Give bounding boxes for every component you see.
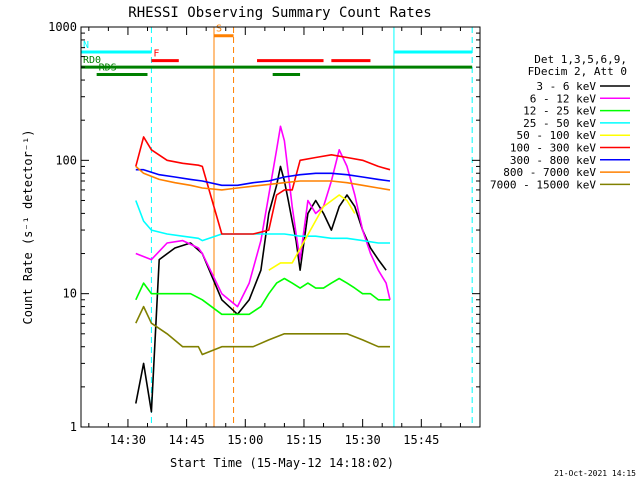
x-tick-label-3: 15:15: [286, 433, 322, 447]
state-bar-label-n: N: [83, 40, 89, 51]
legend-header-1: FDecim 2, Att 0: [528, 65, 627, 78]
legend-label-0: 3 - 6 keV: [536, 80, 596, 93]
legend-label-6: 300 - 800 keV: [510, 154, 596, 167]
y-tick-label-2: 100: [55, 153, 77, 167]
legend: Det 1,3,5,6,9,FDecim 2, Att 0 3 - 6 keV6 …: [490, 53, 630, 191]
legend-label-2: 12 - 25 keV: [523, 105, 596, 118]
data-series: [135, 125, 391, 413]
state-bar-label-rds: RDS: [99, 63, 117, 74]
x-axis-label: Start Time (15-May-12 14:18:02): [170, 456, 394, 470]
legend-label-8: 7000 - 15000 keV: [490, 178, 596, 191]
axes: 1 10 100 1000 14:30 14:45 15:00 15:15 15:30 15:45: [48, 20, 480, 447]
state-bar-label-rd0: RD0: [83, 55, 101, 66]
series-line-8: [135, 305, 390, 356]
state-bar-label-s: S: [216, 24, 222, 35]
series-line-7: [135, 165, 391, 191]
chart-title: RHESSI Observing Summary Count Rates: [128, 5, 431, 21]
legend-header-0: Det 1,3,5,6,9,: [534, 53, 627, 66]
x-tick-label-1: 14:45: [169, 433, 205, 447]
x-tick-label-0: 14:30: [110, 433, 146, 447]
series-line-6: [135, 168, 391, 187]
state-bar-label-f: F: [153, 49, 159, 60]
legend-label-4: 50 - 100 keV: [517, 129, 597, 142]
y-tick-label-1: 10: [63, 287, 77, 301]
plot-frame: [80, 26, 481, 428]
y-tick-label-0: 1: [70, 420, 77, 434]
timestamp: 21-Oct-2021 14:15: [554, 469, 636, 478]
legend-label-7: 800 - 7000 keV: [503, 166, 596, 179]
x-tick-label-5: 15:45: [403, 433, 439, 447]
series-line-2: [135, 277, 390, 316]
series-line-4: [268, 194, 356, 271]
x-tick-label-4: 15:30: [345, 433, 381, 447]
y-axis-label: Count Rate (s⁻¹ detector⁻¹): [21, 129, 35, 324]
x-tick-label-2: 15:00: [227, 433, 263, 447]
legend-label-5: 100 - 300 keV: [510, 142, 596, 155]
y-tick-label-3: 1000: [48, 20, 77, 34]
legend-label-1: 6 - 12 keV: [530, 92, 597, 105]
legend-label-3: 25 - 50 keV: [523, 117, 596, 130]
series-line-5: [135, 136, 391, 235]
